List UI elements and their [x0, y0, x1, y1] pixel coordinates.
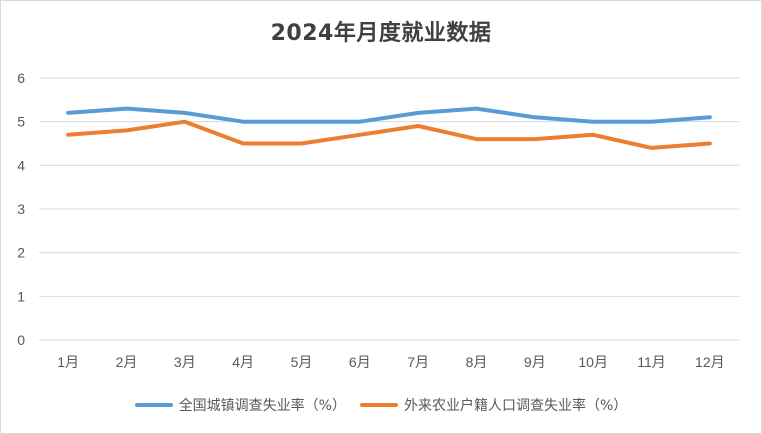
- line-chart: 0 1 2 3 4 5 6 1月 2月 3月 4月 5月 6月 7月 8月 9月 10月 11月 12月: [17, 70, 739, 370]
- x-tick-label: 9月: [524, 354, 546, 370]
- y-tick-label: 0: [17, 332, 25, 348]
- legend-swatch-migrant: [360, 403, 398, 407]
- x-tick-label: 10月: [578, 354, 608, 370]
- x-tick-label: 7月: [407, 354, 429, 370]
- x-tick-label: 8月: [466, 354, 488, 370]
- y-tick-label: 6: [17, 70, 25, 86]
- x-tick-label: 5月: [291, 354, 313, 370]
- y-tick-label: 4: [17, 157, 25, 173]
- series-lines: [66, 106, 712, 150]
- series-line-urban: [66, 106, 712, 124]
- series-line-migrant: [66, 119, 712, 150]
- chart-title: 2024年月度就业数据: [270, 21, 492, 46]
- legend-swatch-urban: [134, 403, 173, 407]
- x-tick-label: 11月: [637, 354, 666, 370]
- legend: 全国城镇调查失业率（%） 外来农业户籍人口调查失业率（%）: [1, 395, 761, 415]
- y-tick-label: 5: [17, 114, 25, 130]
- x-axis-ticks: 1月 2月 3月 4月 5月 6月 7月 8月 9月 10月 11月 12月: [57, 354, 724, 370]
- legend-label-migrant: 外来农业户籍人口调查失业率（%）: [404, 398, 628, 414]
- legend-label-urban: 全国城镇调查失业率（%）: [178, 398, 346, 414]
- x-tick-label: 6月: [349, 354, 371, 370]
- y-axis-ticks: 0 1 2 3 4 5 6: [17, 70, 25, 348]
- y-tick-label: 2: [17, 245, 25, 261]
- x-tick-label: 4月: [232, 354, 254, 370]
- x-tick-label: 3月: [174, 354, 196, 370]
- x-tick-label: 1月: [57, 354, 79, 370]
- x-tick-label: 2月: [116, 354, 138, 370]
- y-tick-label: 1: [17, 288, 25, 304]
- y-tick-label: 3: [17, 201, 25, 217]
- legend-item-urban: 全国城镇调查失业率（%）: [134, 395, 346, 415]
- legend-item-migrant: 外来农业户籍人口调查失业率（%）: [360, 395, 627, 415]
- x-tick-label: 12月: [695, 354, 725, 370]
